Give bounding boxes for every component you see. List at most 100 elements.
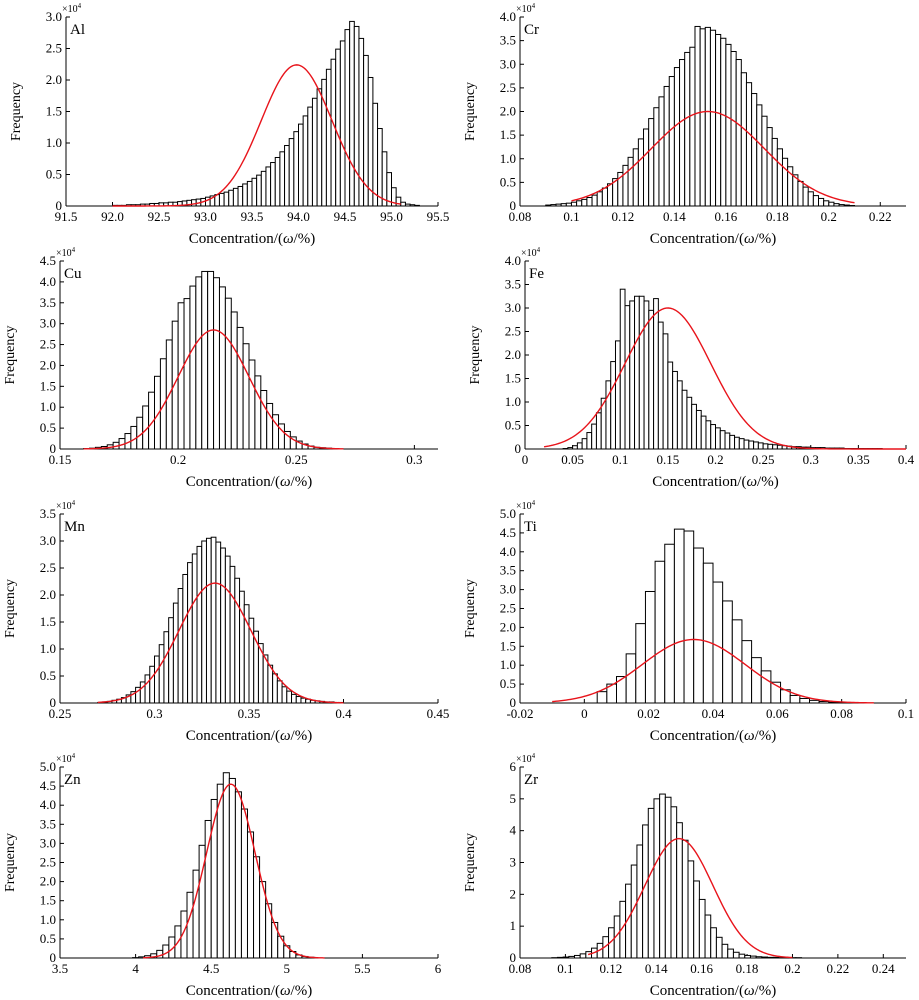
histogram-bar <box>776 148 783 207</box>
histogram-bar <box>738 438 745 450</box>
histogram-bar <box>330 58 337 207</box>
histogram-bar <box>766 956 774 959</box>
histogram-bar <box>414 204 420 207</box>
histogram-bar <box>709 29 717 207</box>
histogram-bar <box>286 690 293 704</box>
axis-multiplier: ×104 <box>62 2 82 15</box>
x-tick-label: 6 <box>435 961 442 976</box>
x-tick-label: 0.12 <box>612 209 635 224</box>
histogram-bar <box>719 430 726 450</box>
x-tick-label: 0.2 <box>170 452 186 467</box>
histogram-bar <box>168 617 174 704</box>
histogram-bar <box>771 137 778 207</box>
histogram-bar <box>644 590 656 704</box>
histogram-bar <box>381 151 388 207</box>
histogram-bars <box>562 288 883 450</box>
x-tick-label: 0.45 <box>427 706 450 721</box>
y-tick-label: 2.0 <box>500 104 516 119</box>
y-tick-label: 5 <box>510 791 517 806</box>
histogram-bar <box>653 298 659 450</box>
histogram-bar <box>311 97 318 207</box>
x-tick-label: 4.5 <box>203 961 219 976</box>
histogram-bar <box>625 653 637 704</box>
y-tick-label: 2.0 <box>505 347 521 362</box>
histogram-bar <box>192 869 200 959</box>
x-tick-label: 0 <box>581 706 588 721</box>
panel-ti: 00.51.01.52.02.53.03.54.04.55.0-0.02 0 0.0… <box>463 499 914 744</box>
x-tick-label: 0.2 <box>784 961 800 976</box>
normal-fit-curve <box>143 783 325 959</box>
histogram-bar <box>818 700 830 704</box>
histogram-bar <box>653 107 660 207</box>
histogram-bar <box>712 581 724 704</box>
element-label: Fe <box>529 266 544 282</box>
histogram-bar <box>843 204 850 207</box>
histogram-bar <box>738 953 746 959</box>
histogram-bar <box>246 831 255 959</box>
histogram-bar <box>248 359 256 450</box>
histogram-bar <box>772 956 780 959</box>
histogram-bar <box>240 808 248 959</box>
histogram-bars <box>596 528 839 704</box>
histogram-bar <box>253 856 261 959</box>
histogram-bar <box>215 541 222 704</box>
axis-multiplier-exponent: 4 <box>532 499 536 507</box>
histogram-bar <box>229 565 236 704</box>
histogram-bar <box>691 403 697 450</box>
histogram-bar <box>325 68 332 207</box>
histogram-bar <box>732 951 740 959</box>
histogram-bar <box>715 427 721 450</box>
y-tick-label: 0.5 <box>500 174 516 189</box>
x-tick-label: 3.5 <box>52 961 68 976</box>
histogram-bar <box>560 203 567 207</box>
element-label: Al <box>70 22 85 38</box>
y-tick-label: 2.5 <box>505 324 521 339</box>
axis-multiplier-exponent: 4 <box>537 246 541 254</box>
x-tick-label: 4 <box>132 961 139 976</box>
x-tick-label: 0.3 <box>803 452 819 467</box>
panel-cr: 0 0.5 1.0 1.5 2.0 2.5 3.0 3.5 4.0 0.08 0.1 0.12 0.14… <box>463 2 906 247</box>
histogram-bar <box>676 380 683 450</box>
histogram-bar <box>721 943 729 959</box>
histogram-bar <box>662 333 669 450</box>
y-tick-label: 3.0 <box>500 56 516 71</box>
histogram-bar <box>809 699 820 704</box>
y-tick-label: 2 <box>510 886 517 901</box>
histogram-bar <box>802 186 809 207</box>
histogram-bar <box>812 195 820 207</box>
axis-multiplier: ×104 <box>56 246 76 259</box>
y-tick-label: 2.0 <box>40 874 56 889</box>
histogram-bar <box>760 670 772 704</box>
y-axis-label: Frequency <box>463 579 478 638</box>
histogram-bar <box>683 530 695 704</box>
histogram-bar <box>654 560 666 704</box>
y-tick-label: 3.5 <box>40 816 56 831</box>
x-tick-label: 0.22 <box>869 209 892 224</box>
histogram-bar <box>828 201 835 207</box>
histogram-bar <box>761 956 768 959</box>
histogram-bar <box>591 194 598 207</box>
histogram-bar <box>751 93 758 207</box>
histogram-bar <box>715 33 722 207</box>
y-tick-label: 2.5 <box>500 601 516 616</box>
x-axis-label: Concentration/(ω/%) <box>650 983 776 999</box>
histogram-bar <box>761 115 768 207</box>
histogram-bar <box>288 138 295 207</box>
histogram-bar <box>556 956 564 959</box>
x-tick-label: 0.35 <box>847 452 870 467</box>
y-tick-label: 3.0 <box>505 300 521 315</box>
histogram-bar <box>344 29 351 207</box>
y-tick-label: 4.5 <box>500 525 516 540</box>
y-axis-label: Frequency <box>463 833 478 892</box>
x-tick-label: 91.5 <box>55 209 78 224</box>
y-tick-label: 6 <box>510 759 517 774</box>
histogram-bar <box>274 156 281 207</box>
histogram-bar <box>681 839 689 959</box>
element-label: Zr <box>524 772 538 788</box>
histogram-bars <box>551 793 803 959</box>
histogram-bar <box>673 67 681 207</box>
histogram-bar <box>653 798 661 959</box>
normal-fit-curve <box>571 110 855 204</box>
histogram-bar <box>781 157 789 207</box>
